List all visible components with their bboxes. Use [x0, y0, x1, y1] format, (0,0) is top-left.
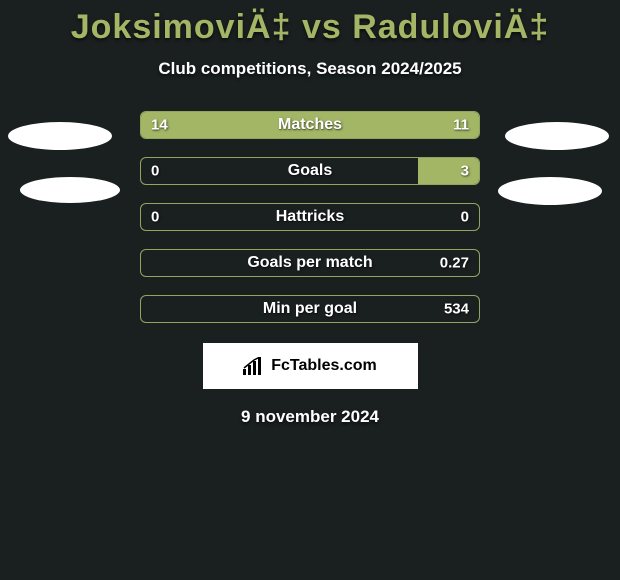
stat-bar: Matches1411 [140, 111, 480, 139]
stat-bar: Goals03 [140, 157, 480, 185]
stat-value-right: 0.27 [440, 255, 469, 272]
chart-icon [243, 357, 265, 375]
player-left-name: JoksimoviÄ‡ [71, 8, 292, 46]
decorative-ellipse [505, 122, 609, 150]
decorative-ellipse [498, 177, 602, 205]
stat-value-right: 534 [444, 301, 469, 318]
stat-value-left: 0 [151, 163, 159, 180]
title-vs: vs [292, 8, 353, 46]
stat-row: Goals per match0.27 [0, 249, 620, 277]
bar-fill-right [418, 158, 479, 184]
stat-value-left: 0 [151, 209, 159, 226]
stat-bar: Hattricks0 0 [140, 203, 480, 231]
player-right-name: RaduloviÄ‡ [352, 8, 549, 46]
stat-label: Goals per match [141, 254, 479, 272]
stat-bar: Min per goal534 [140, 295, 480, 323]
bar-fill-left [141, 112, 479, 138]
decorative-ellipse [8, 122, 112, 150]
decorative-ellipse [20, 177, 120, 203]
source-logo: FcTables.com [203, 343, 418, 389]
subtitle: Club competitions, Season 2024/2025 [0, 59, 620, 79]
stat-row: Hattricks0 0 [0, 203, 620, 231]
stat-label: Min per goal [141, 300, 479, 318]
date-text: 9 november 2024 [0, 407, 620, 427]
stat-row: Min per goal534 [0, 295, 620, 323]
stat-label: Hattricks [141, 208, 479, 226]
page-title: JoksimoviÄ‡ vs RaduloviÄ‡ [0, 0, 620, 47]
stat-bar: Goals per match0.27 [140, 249, 480, 277]
source-logo-text: FcTables.com [271, 357, 377, 375]
stat-value-right: 0 [461, 209, 469, 226]
